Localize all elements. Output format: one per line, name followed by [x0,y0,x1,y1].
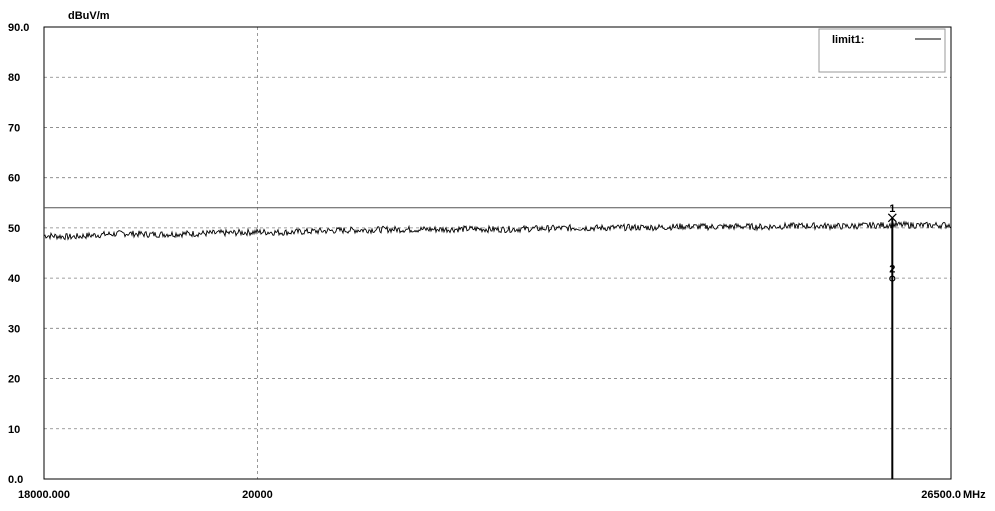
y-tick-label: 10 [8,424,20,436]
marker-layer: 12 [887,203,897,479]
legend-box [818,28,946,73]
tick-layer: 0.0 10 20 30 40 50 60 70 80 90.0 18000.000 20000 265… [8,22,961,501]
y-tick-label: 50 [8,223,20,235]
y-axis-unit-label: dBuV/m [68,10,110,22]
y-tick-label: 0.0 [8,474,23,486]
legend-entry-limit1: limit1: [832,34,864,46]
plot-frame [43,26,952,480]
series-line-0 [43,220,952,241]
legend: limit1: [818,28,946,73]
x-tick-label: 26500.0 [921,489,961,501]
y-tick-label: 90.0 [8,22,29,34]
grid-layer [44,27,951,479]
y-tick-label: 70 [8,122,20,134]
y-tick-label: 30 [8,323,20,335]
marker-2-point [889,275,896,282]
x-axis-unit-label: MHz [963,489,986,501]
marker-label: 2 [889,264,895,276]
series-layer [43,220,952,241]
y-tick-label: 40 [8,273,20,285]
y-tick-label: 60 [8,173,20,185]
y-tick-label: 20 [8,374,20,386]
x-tick-label: 20000 [242,489,273,501]
x-tick-label: 18000.000 [18,489,70,501]
marker-1-cross [887,213,897,223]
marker-label: 1 [889,203,895,215]
y-tick-label: 80 [8,72,20,84]
